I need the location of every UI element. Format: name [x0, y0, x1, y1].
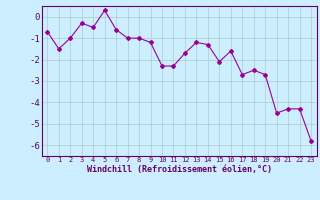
X-axis label: Windchill (Refroidissement éolien,°C): Windchill (Refroidissement éolien,°C): [87, 165, 272, 174]
